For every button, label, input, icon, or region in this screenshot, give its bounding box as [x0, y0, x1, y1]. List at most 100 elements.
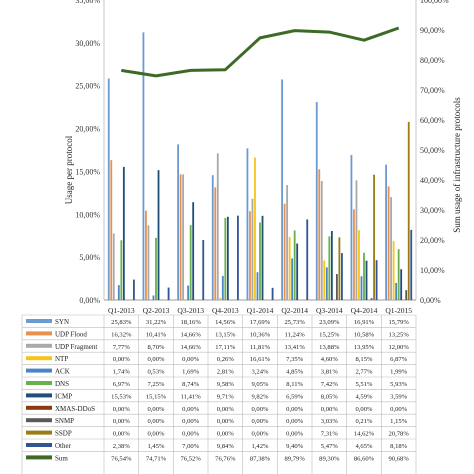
bar-icmp	[226, 216, 229, 300]
table-cell: 0,00%	[182, 418, 200, 425]
table-cell: 89,30%	[319, 455, 340, 462]
legend-swatch	[26, 418, 52, 423]
x-tick-label: Q1-2013	[108, 306, 135, 315]
table-cell: 0,00%	[147, 418, 165, 425]
table-cell: 5,51%	[355, 381, 373, 388]
y2-axis-label: Sum usage of infrastructure protocols	[452, 97, 462, 233]
bar-snmp	[335, 274, 338, 300]
bar-udp-flood	[249, 211, 251, 300]
sum-line	[121, 26, 400, 78]
bar-syn	[142, 32, 145, 301]
table-cell: 10,36%	[250, 331, 271, 338]
bar-icmp	[296, 243, 299, 300]
y-axis: 0,00% 5,00% 10,00% 15,00% 20,00% 25,00% 30,00%…	[75, 0, 100, 305]
table-cell: 0,26%	[217, 356, 235, 363]
bar-ack	[395, 282, 398, 300]
y2-tick-label: 50,00%	[420, 146, 445, 155]
table-cell: 9,84%	[217, 443, 235, 450]
bar-snmp	[370, 298, 373, 300]
bar-ack	[360, 276, 363, 300]
y-axis-label: Usage per protocol	[64, 135, 74, 204]
table-cell: 8,70%	[147, 344, 165, 351]
table-cell: 2,81%	[217, 369, 235, 376]
legend-label: UDP Fragment	[55, 343, 97, 351]
bar-udp-flood	[283, 203, 286, 300]
table-cell: 0,00%	[321, 406, 339, 413]
bar-syn	[246, 148, 249, 300]
bar-icmp	[365, 260, 368, 300]
bar-syn	[177, 144, 179, 300]
y-tick-label: 5,00%	[79, 253, 100, 262]
y-tick-label: 10,00%	[75, 210, 100, 219]
y2-tick-label: 60,00%	[420, 116, 445, 125]
bar-udp-fragment	[182, 174, 185, 300]
table-cell: 76,54%	[111, 455, 132, 462]
legend-label: Other	[55, 442, 72, 450]
bar-icmp	[192, 202, 195, 300]
table-cell: 0,00%	[286, 431, 304, 438]
table-cell: 1,69%	[182, 369, 200, 376]
bar-ntp	[219, 297, 222, 300]
y2-tick-label: 70,00%	[420, 86, 445, 95]
y-tick-label: 0,00%	[79, 296, 100, 305]
table-cell: 0,53%	[147, 369, 165, 376]
table-cell: 10,41%	[146, 331, 167, 338]
legend-label: Sum	[55, 454, 68, 462]
bar-udp-flood	[110, 160, 113, 300]
table-cell: 13,25%	[388, 331, 409, 338]
bar-udp-fragment	[147, 225, 150, 300]
table-cell: 5,47%	[321, 443, 339, 450]
legend-label: UDP Flood	[55, 330, 87, 338]
bar-icmp	[261, 215, 264, 300]
table-cell: 87,38%	[250, 455, 271, 462]
legend-swatch	[26, 430, 52, 435]
bar-ntp	[323, 260, 326, 300]
bar-udp-fragment	[355, 180, 358, 300]
table-cell: 16,32%	[111, 331, 132, 338]
table-cell: 6,97%	[113, 381, 131, 388]
table-cell: 9,05%	[251, 381, 269, 388]
legend-swatch	[26, 356, 52, 361]
table-cell: 0,00%	[182, 406, 200, 413]
table-cell: 9,71%	[217, 393, 235, 400]
bar-udp-fragment	[251, 198, 254, 300]
table-cell: 0,00%	[182, 356, 200, 363]
x-tick-label: Q4-2014	[351, 306, 378, 315]
y2-tick-label: 0,00%	[420, 296, 441, 305]
table-cell: 8,74%	[182, 381, 200, 388]
legend-swatch	[26, 443, 52, 447]
table-cell: 15,15%	[146, 393, 167, 400]
table-cell: 13,41%	[284, 344, 305, 351]
table-cell: 0,00%	[217, 431, 235, 438]
x-tick-label: Q3-2013	[177, 306, 204, 315]
bar-syn	[350, 155, 353, 300]
table-cell: 0,00%	[113, 356, 131, 363]
legend-label: NTP	[55, 355, 68, 363]
bar-other	[271, 287, 274, 300]
table-cell: 8,05%	[321, 393, 339, 400]
table-cell: 0,00%	[182, 431, 200, 438]
bar-ssdp	[407, 121, 410, 300]
table-cell: 0,00%	[113, 431, 131, 438]
y2-tick-label: 40,00%	[420, 176, 445, 185]
bar-dns	[224, 217, 227, 300]
bar-ack	[291, 258, 294, 300]
bar-udp-fragment	[112, 233, 115, 300]
bar-other	[133, 279, 135, 300]
table-cell: 0,00%	[217, 418, 235, 425]
legend-swatch	[26, 393, 52, 398]
table-cell: 15,79%	[388, 319, 409, 326]
table-cell: 7,42%	[321, 381, 339, 388]
y2-tick-label: 10,00%	[420, 266, 445, 275]
table-cell: 0,00%	[113, 418, 131, 425]
y2-tick-label: 90,00%	[420, 26, 445, 35]
x-tick-label: Q4-2013	[212, 306, 239, 315]
table-cell: 14,66%	[180, 344, 201, 351]
bar-dns	[155, 237, 157, 300]
table-cell: 0,00%	[147, 431, 165, 438]
legend-swatch	[26, 455, 52, 460]
legend-label: ACK	[55, 368, 70, 376]
bar-other	[341, 253, 343, 300]
bar-udp-fragment	[320, 181, 323, 300]
y2-axis: 0,00% 10,00% 20,00% 30,00% 40,00% 50,00% 60,00…	[420, 0, 449, 305]
